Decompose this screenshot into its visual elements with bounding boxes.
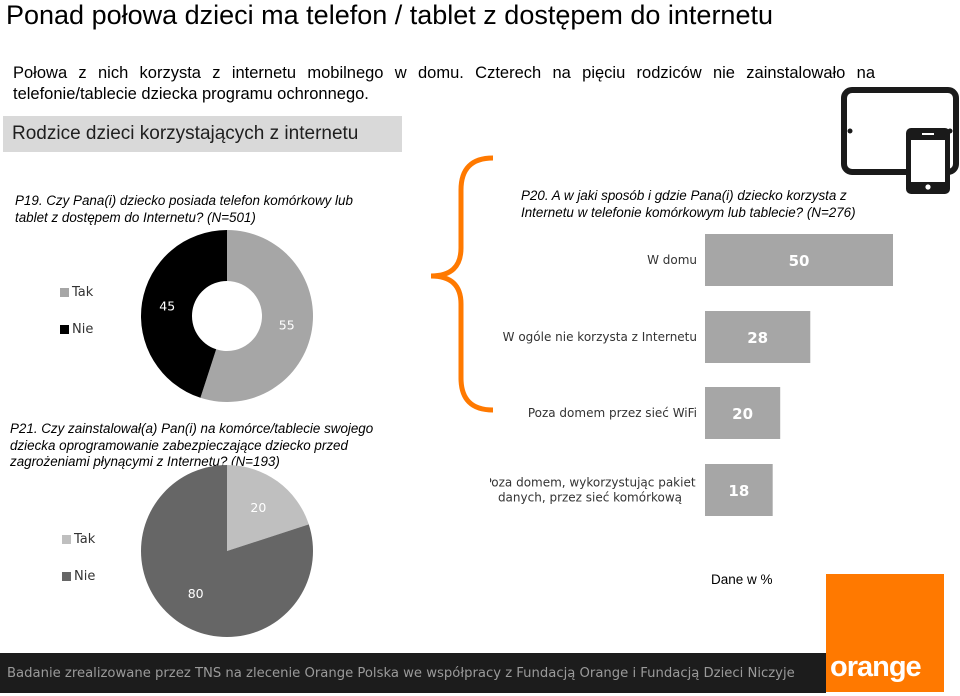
p20-value-2: 20: [732, 405, 753, 423]
p20-category-1: W ogóle nie korzysta z Internetu: [503, 330, 697, 344]
p20-bar-0: [705, 234, 893, 286]
question-p21: P21. Czy zainstalował(a) Pan(i) na komór…: [10, 421, 374, 469]
legend-swatch-tak-p21: [62, 535, 71, 544]
legend-label-tak: Tak: [72, 285, 94, 300]
legend-swatch-tak: [60, 288, 69, 297]
units-note: Dane w %: [711, 572, 773, 587]
p21-slice-nie: [141, 465, 313, 637]
orange-logo: orange: [826, 574, 944, 692]
legend-item-nie-p21: Nie: [62, 569, 95, 584]
legend-swatch-nie: [60, 325, 69, 334]
legend-label-tak-p21: Tak: [74, 532, 96, 547]
legend-item-tak: Tak: [60, 285, 93, 300]
footer-text: Badanie zrealizowane przez TNS na zlecen…: [7, 666, 795, 681]
p20-value-1: 28: [747, 329, 768, 347]
device-icons: [841, 87, 959, 194]
p19-label-tak: 55: [279, 317, 295, 332]
p20-bar-1: [705, 311, 811, 363]
p19-slice-nie: [141, 230, 227, 398]
p20-value-3: 18: [728, 482, 749, 500]
phone-icon: [906, 128, 950, 194]
section-label: Rodzice dzieci korzystających z internet…: [12, 123, 359, 144]
brace-icon: [430, 155, 494, 413]
p19-label-nie: 45: [159, 299, 175, 314]
p20-category-0: W domu: [647, 253, 697, 267]
p21-label-nie: 80: [188, 586, 204, 601]
page-title: Ponad połowa dzieci ma telefon / tablet …: [6, 0, 773, 30]
p21-label-tak: 20: [250, 500, 266, 515]
p19-slice-tak: [200, 230, 313, 402]
chart-p19-donut: 55 45: [141, 230, 313, 402]
legend-item-nie: Nie: [60, 322, 93, 337]
p20-bar-2: [705, 387, 781, 439]
orange-logo-text: orange: [830, 651, 922, 683]
p20-bar-3: [705, 464, 773, 516]
legend-swatch-nie-p21: [62, 572, 71, 581]
legend-label-nie: Nie: [72, 322, 94, 337]
legend-label-nie-p21: Nie: [74, 569, 96, 584]
question-p20: P20. A w jaki sposób i gdzie Pana(i) dzi…: [521, 188, 856, 220]
tablet-icon: [841, 87, 959, 175]
p20-value-0: 50: [789, 252, 810, 270]
p20-category-3: Poza domem, wykorzystując pakiet danych, …: [490, 476, 696, 505]
p21-slice-tak: [227, 465, 309, 551]
p20-category-2: Poza domem przez sieć WiFi: [528, 406, 697, 420]
footer-bar: [0, 653, 826, 693]
legend-item-tak-p21: Tak: [62, 532, 95, 547]
section-banner: [3, 116, 402, 152]
intro-text: Połowa z nich korzysta z internetu mobil…: [13, 64, 875, 103]
chart-p20-bars: 50 W domu 28 W ogóle nie korzysta z Interne…: [490, 234, 893, 516]
question-p19: P19. Czy Pana(i) dziecko posiada telefon…: [15, 193, 353, 225]
